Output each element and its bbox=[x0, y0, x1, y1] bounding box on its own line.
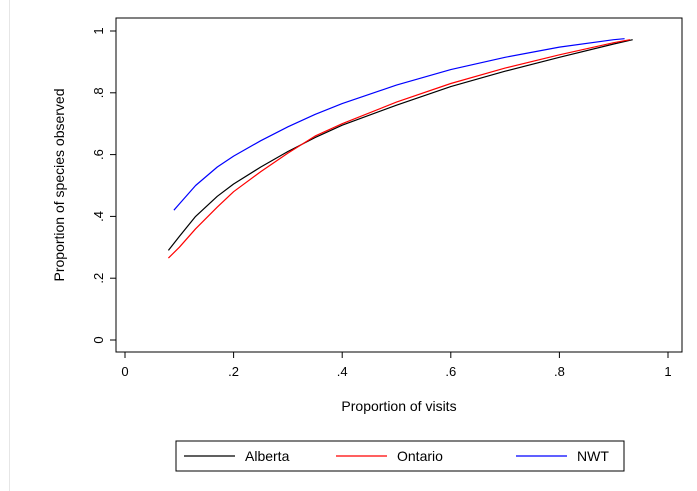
y-tick-label: 1 bbox=[91, 27, 106, 34]
y-tick-label: .4 bbox=[91, 211, 106, 222]
x-tick-label: .8 bbox=[554, 364, 565, 379]
x-tick-label: .2 bbox=[228, 364, 239, 379]
y-tick-label: .2 bbox=[91, 273, 106, 284]
legend-label-ontario: Ontario bbox=[397, 448, 443, 464]
x-tick-label: .4 bbox=[337, 364, 348, 379]
series-line-ontario bbox=[167, 39, 631, 259]
legend-label-alberta: Alberta bbox=[245, 448, 290, 464]
y-tick-label: .8 bbox=[91, 87, 106, 98]
data-series bbox=[167, 38, 633, 259]
plot-region-frame bbox=[115, 17, 683, 353]
x-axis-ticks: 0 .2 .4 .6 .8 1 bbox=[121, 352, 672, 379]
legend-label-nwt: NWT bbox=[577, 448, 609, 464]
x-tick-label: 0 bbox=[121, 364, 128, 379]
x-axis-title: Proportion of visits bbox=[341, 398, 456, 414]
x-tick-label: .6 bbox=[445, 364, 456, 379]
x-tick-label: 1 bbox=[664, 364, 671, 379]
y-axis-title: Proportion of species observed bbox=[51, 89, 67, 282]
y-tick-label: 0 bbox=[91, 336, 106, 343]
series-line-alberta bbox=[167, 39, 633, 251]
y-axis-ticks: 0 .2 .4 .6 .8 1 bbox=[91, 27, 116, 344]
series-line-nwt bbox=[173, 38, 625, 211]
legend: Alberta Ontario NWT bbox=[184, 448, 609, 464]
y-tick-label: .6 bbox=[91, 149, 106, 160]
left-edge-divider bbox=[9, 0, 10, 491]
